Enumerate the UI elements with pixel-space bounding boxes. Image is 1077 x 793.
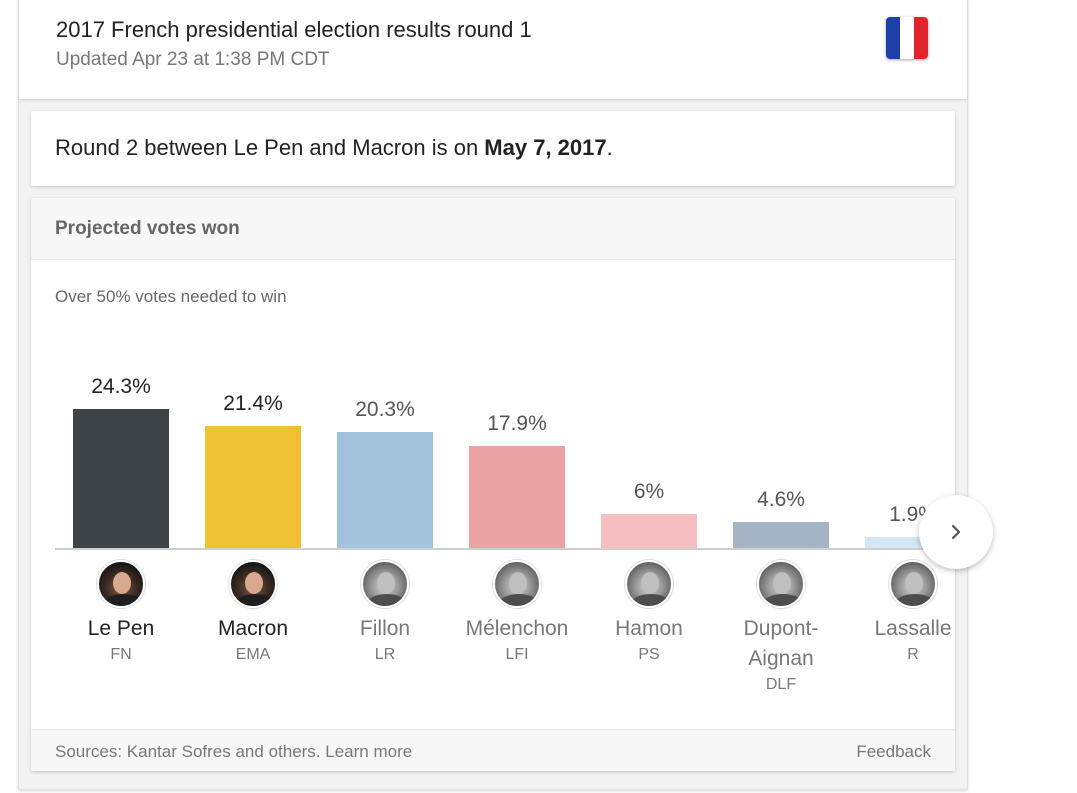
chart-title: Projected votes won [55, 218, 240, 239]
candidate-name: Dupont- Aignan [715, 614, 847, 674]
candidate-name-line: Hamon [615, 617, 683, 640]
candidate-name-line: Macron [217, 617, 289, 640]
candidate-avatar [889, 560, 937, 608]
avatar-shoulders [631, 594, 671, 606]
bar-6 [865, 537, 955, 548]
candidate-avatar [625, 560, 673, 608]
bar-1 [205, 425, 301, 548]
results-header: 2017 French presidential election result… [19, 0, 967, 100]
candidate-party: R [907, 646, 919, 663]
round-2-notice: Round 2 between Le Pen and Macron is on … [31, 111, 955, 186]
projected-votes-card: Projected votes won Over 50% votes neede… [31, 198, 955, 771]
candidate-3[interactable]: Mélenchon LFI [451, 560, 583, 666]
votes-bar-chart: 24.3% Le Pen FN 21.4% Macron EMA 20.3% Fillon LR… [31, 260, 955, 730]
candidate-avatar [97, 560, 145, 608]
avatar-shoulders [367, 594, 407, 606]
candidate-name-line: Le Pen [87, 617, 155, 640]
election-results-card: 2017 French presidential election result… [18, 0, 968, 790]
candidate-party: DLF [765, 676, 797, 693]
flag-stripe-red [914, 17, 928, 59]
avatar-shoulders [103, 594, 143, 606]
win-threshold-note: Over 50% votes needed to win [55, 287, 287, 306]
candidate-name-line: Aignan [748, 647, 814, 670]
bar-4 [601, 513, 697, 548]
candidate-1[interactable]: Macron EMA [187, 560, 319, 666]
round-2-date: May 7, 2017 [484, 135, 607, 160]
candidate-name: Lassalle [847, 614, 955, 644]
round-2-text: Round 2 between Le Pen and Macron is on … [55, 135, 613, 161]
candidate-name-line: Fillon [359, 617, 411, 640]
bar-value-label: 24.3% [91, 375, 151, 398]
candidate-name: Hamon [583, 614, 715, 644]
avatar-face [905, 572, 923, 594]
candidate-6[interactable]: Lassalle R [847, 560, 955, 666]
candidate-party: EMA [235, 646, 271, 663]
avatar-face [113, 572, 131, 594]
candidate-party: LFI [505, 646, 529, 663]
candidate-0[interactable]: Le Pen FN [55, 560, 187, 666]
chevron-right-icon [951, 524, 961, 540]
page-title: 2017 French presidential election result… [56, 17, 532, 42]
candidate-avatar [757, 560, 805, 608]
candidate-2[interactable]: Fillon LR [319, 560, 451, 666]
candidate-name: Macron [187, 614, 319, 644]
bar-value-label: 6% [633, 479, 665, 503]
chart-footer: Sources: Kantar Sofres and others. Learn… [31, 729, 955, 771]
bar-value-label: 17.9% [487, 411, 547, 435]
round-2-text-suffix: . [606, 135, 613, 160]
avatar-face [245, 572, 263, 594]
candidate-name-line: Lassalle [874, 617, 952, 640]
candidate-avatar [229, 560, 277, 608]
candidate-avatar [493, 560, 541, 608]
avatar-face [773, 572, 791, 594]
bar-2 [337, 431, 433, 548]
flag-stripe-blue [886, 17, 900, 59]
avatar-shoulders [235, 594, 275, 606]
candidate-name-line: Mélenchon [465, 617, 569, 640]
candidate-party: PS [638, 646, 660, 663]
candidate-party: LR [374, 646, 396, 663]
candidate-name: Fillon [319, 614, 451, 644]
chart-baseline [55, 548, 955, 550]
candidate-5[interactable]: Dupont- Aignan DLF [715, 560, 847, 696]
round-2-text-prefix: Round 2 between Le Pen and Macron is on [55, 135, 485, 160]
avatar-face [377, 572, 395, 594]
avatar-face [509, 572, 527, 594]
bar-value-label: 4.6% [757, 487, 805, 511]
chart-header: Projected votes won [31, 198, 955, 260]
candidate-name: Le Pen [55, 614, 187, 644]
avatar-face [641, 572, 659, 594]
candidate-party: FN [110, 646, 132, 663]
bar-0 [73, 409, 169, 548]
candidate-name-line: Dupont- [743, 617, 819, 640]
bar-3 [469, 445, 565, 548]
avatar-shoulders [895, 594, 935, 606]
avatar-shoulders [499, 594, 539, 606]
flag-stripe-white [900, 17, 914, 59]
bar-value-label: 21.4% [223, 391, 283, 415]
avatar-shoulders [763, 594, 803, 606]
bar-5 [733, 521, 829, 548]
sources-link[interactable]: Sources: Kantar Sofres and others. Learn… [55, 742, 413, 761]
bar-value-label: 20.3% [355, 397, 415, 421]
next-candidates-button[interactable] [919, 495, 993, 569]
feedback-link[interactable]: Feedback [856, 742, 931, 761]
candidate-name: Mélenchon [451, 614, 583, 644]
france-flag-icon [886, 17, 928, 59]
candidate-4[interactable]: Hamon PS [583, 560, 715, 666]
updated-timestamp: Updated Apr 23 at 1:38 PM CDT [56, 49, 330, 70]
candidate-avatar [361, 560, 409, 608]
